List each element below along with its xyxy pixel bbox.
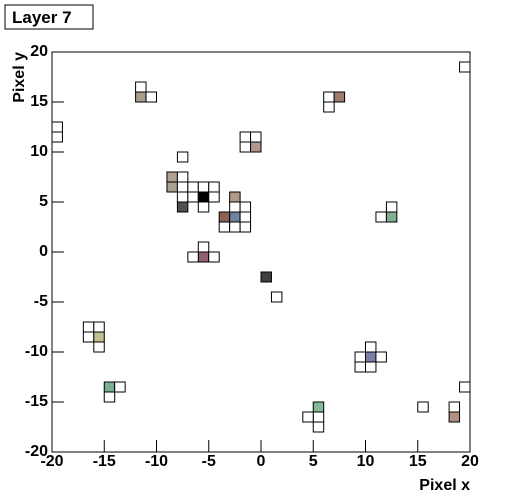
x-tick-label: -20 <box>40 453 63 470</box>
pixel-cell <box>385 211 398 223</box>
pixel-cell <box>218 221 231 233</box>
pixel-cell <box>250 131 262 143</box>
pixel-cell <box>312 421 325 433</box>
pixel-cell <box>93 321 105 333</box>
pixel-cell <box>145 91 158 103</box>
y-tick-label: 0 <box>39 243 48 260</box>
pixel-cell <box>448 401 461 413</box>
x-tick-label: 0 <box>257 453 266 470</box>
y-tick-label: -5 <box>34 293 48 310</box>
y-tick-label: -10 <box>25 343 48 360</box>
pixel-cell <box>218 211 231 223</box>
pixel-cell <box>417 401 429 413</box>
pixel-cell <box>176 191 189 203</box>
pixel-cell <box>239 201 252 213</box>
pixel-cell <box>135 91 147 103</box>
pixel-cell <box>365 361 377 373</box>
pixel-cell <box>208 191 220 203</box>
title-box <box>4 4 94 30</box>
pixel-cell <box>354 351 366 363</box>
pixel-cell <box>239 141 252 153</box>
pixel-cell <box>375 351 387 363</box>
pixel-cell <box>103 381 116 393</box>
y-tick-label: 5 <box>39 193 48 210</box>
y-tick-label: -15 <box>25 393 48 410</box>
y-tick-label: 20 <box>30 43 48 60</box>
x-tick-label: 5 <box>309 453 318 470</box>
pixel-cell <box>375 211 387 223</box>
chart-title: Layer 7 <box>12 8 72 27</box>
x-tick-label: -15 <box>93 453 116 470</box>
pixel-cell <box>208 181 220 193</box>
pixel-cell <box>166 181 178 193</box>
pixel-cell <box>208 251 220 263</box>
pixel-cell <box>197 241 210 253</box>
pixel-cell <box>176 171 189 183</box>
pixel-cell <box>239 221 252 233</box>
pixel-cell <box>260 271 272 283</box>
pixel-cell <box>354 361 366 373</box>
pixel-cell <box>312 411 325 423</box>
y-axis-title: Pixel y <box>11 52 28 103</box>
pixel-cell <box>197 251 210 263</box>
pixel-cell <box>103 391 116 403</box>
pixel-cell <box>187 251 199 263</box>
pixel-cell <box>365 351 377 363</box>
x-axis-title: Pixel x <box>419 477 470 494</box>
x-tick-label: -10 <box>145 453 168 470</box>
pixel-cell <box>302 411 314 423</box>
pixel-cell <box>197 181 210 193</box>
pixel-cell <box>135 81 147 93</box>
pixel-cell <box>459 61 471 73</box>
pixel-cell <box>51 121 63 133</box>
pixel-cell <box>82 321 95 333</box>
pixel-cell <box>323 91 335 103</box>
pixel-cell <box>176 181 189 193</box>
pixel-cell <box>176 201 189 213</box>
pixel-cell <box>197 201 210 213</box>
pixel-cell <box>176 151 189 163</box>
pixel-cell <box>365 341 377 353</box>
pixel-cell <box>459 381 471 393</box>
pixel-cell <box>385 201 398 213</box>
pixel-cell <box>166 171 178 183</box>
pixel-cell <box>312 401 325 413</box>
pixel-cell <box>239 211 252 223</box>
pixel-cell <box>229 211 241 223</box>
pixel-cell <box>448 411 461 423</box>
pixel-cell <box>187 191 199 203</box>
pixel-cell <box>333 91 346 103</box>
pixel-cell <box>51 131 63 143</box>
pixel-cell <box>229 221 241 233</box>
pixel-cell <box>250 141 262 153</box>
pixel-cell <box>93 331 105 343</box>
pixel-cell <box>93 341 105 353</box>
cells <box>51 61 471 433</box>
x-tick-label: -5 <box>202 453 216 470</box>
pixel-cell <box>229 191 241 203</box>
pixel-cell <box>239 131 252 143</box>
pixel-cell <box>229 201 241 213</box>
pixel-cell <box>114 381 126 393</box>
y-tick-label: -20 <box>25 443 48 460</box>
x-tick-label: 20 <box>461 453 479 470</box>
y-tick-label: 10 <box>30 143 48 160</box>
pixel-cell <box>323 101 335 113</box>
y-tick-label: 15 <box>30 93 48 110</box>
x-tick-label: 10 <box>357 453 375 470</box>
x-tick-label: 15 <box>409 453 427 470</box>
pixel-cell <box>187 181 199 193</box>
pixel-cell <box>270 291 283 303</box>
pixel-cell <box>197 191 210 203</box>
pixel-cell <box>82 331 95 343</box>
